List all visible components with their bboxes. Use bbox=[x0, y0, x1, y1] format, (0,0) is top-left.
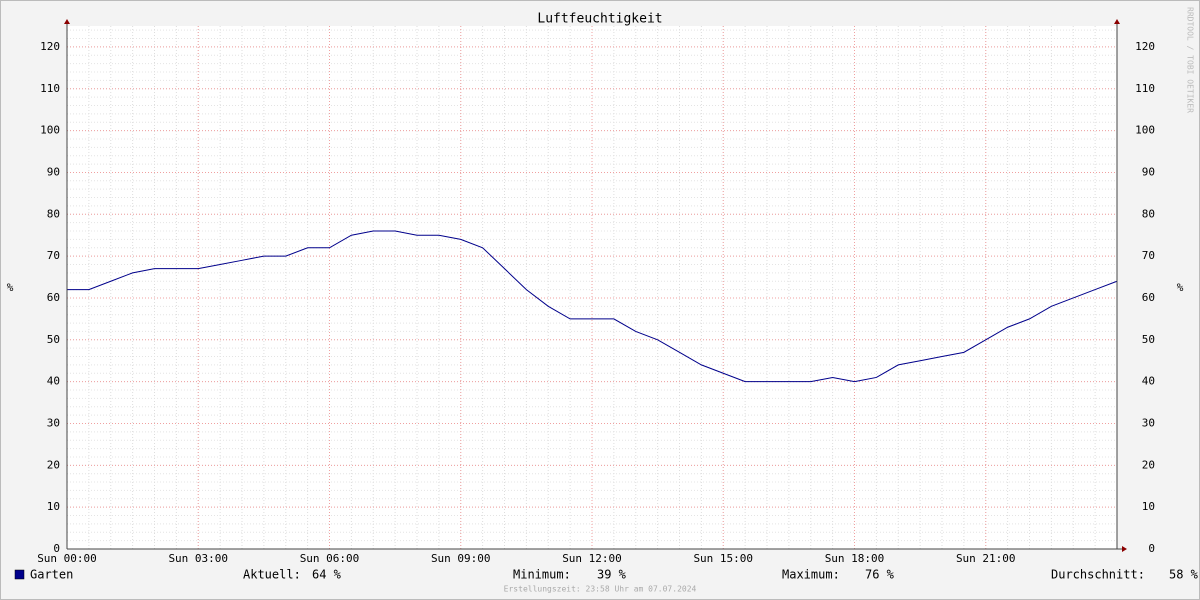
x-tick-label: Sun 03:00 bbox=[168, 552, 228, 565]
x-tick-label: Sun 00:00 bbox=[37, 552, 97, 565]
x-tick-label: Sun 06:00 bbox=[300, 552, 360, 565]
grid bbox=[66, 26, 1118, 550]
y-tick-label: 60 bbox=[47, 291, 60, 304]
x-tick-label: Sun 15:00 bbox=[693, 552, 753, 565]
y-tick-label-right: 120 bbox=[1135, 40, 1155, 53]
y-tick-label-right: 40 bbox=[1142, 375, 1155, 388]
stat-label: Aktuell: bbox=[243, 568, 301, 582]
stat-label: Durchschnitt: bbox=[1051, 568, 1145, 582]
arrow bbox=[1122, 546, 1127, 552]
y-tick-label: 110 bbox=[40, 82, 60, 95]
y-tick-label-right: 30 bbox=[1142, 416, 1155, 429]
y-tick-label-right: 60 bbox=[1142, 291, 1155, 304]
y-tick-label: 0 bbox=[53, 542, 60, 555]
y-tick-label: 90 bbox=[47, 165, 60, 178]
y-tick-label-right: 80 bbox=[1142, 207, 1155, 220]
stat-label: Minimum: bbox=[513, 568, 571, 582]
y-tick-label: 120 bbox=[40, 40, 60, 53]
stat-value: 39 % bbox=[597, 568, 627, 582]
stat-value: 64 % bbox=[312, 568, 342, 582]
y-tick-label-right: 20 bbox=[1142, 458, 1155, 471]
x-tick-label: Sun 18:00 bbox=[825, 552, 885, 565]
y-tick-label: 80 bbox=[47, 207, 60, 220]
x-tick-label: Sun 21:00 bbox=[956, 552, 1016, 565]
stat-value: 58 % bbox=[1169, 568, 1199, 582]
y-axis-label: % bbox=[7, 281, 14, 294]
chart-title: Luftfeuchtigkeit bbox=[537, 12, 662, 27]
y-tick-label: 50 bbox=[47, 333, 60, 346]
footer: Erstellungszeit: 23:58 Uhr am 07.07.2024 bbox=[504, 585, 697, 594]
stat-label: Maximum: bbox=[782, 568, 840, 582]
marks bbox=[67, 230, 1118, 383]
arrow bbox=[64, 19, 70, 24]
y-tick-label-right: 70 bbox=[1142, 249, 1155, 262]
y-tick-label-right: 0 bbox=[1148, 542, 1155, 555]
legend-entry: Garten bbox=[30, 568, 73, 582]
arrow bbox=[1114, 19, 1120, 24]
series-line bbox=[67, 230, 1118, 383]
stat-value: 76 % bbox=[865, 568, 895, 582]
x-tick-label: Sun 12:00 bbox=[562, 552, 622, 565]
y-tick-label: 20 bbox=[47, 458, 60, 471]
y-tick-label-right: 50 bbox=[1142, 333, 1155, 346]
y-tick-label: 10 bbox=[47, 500, 60, 513]
y-tick-label: 70 bbox=[47, 249, 60, 262]
y-tick-label-right: 110 bbox=[1135, 82, 1155, 95]
x-tick-label: Sun 09:00 bbox=[431, 552, 491, 565]
legend-swatch bbox=[14, 569, 25, 580]
y-tick-label: 30 bbox=[47, 416, 60, 429]
y-axis-label-right: % bbox=[1177, 281, 1184, 294]
y-tick-label: 100 bbox=[40, 124, 60, 137]
y-tick-label-right: 10 bbox=[1142, 500, 1155, 513]
watermark: RRDTOOL / TOBI OETIKER bbox=[1186, 7, 1195, 113]
y-tick-label-right: 90 bbox=[1142, 165, 1155, 178]
y-tick-label-right: 100 bbox=[1135, 124, 1155, 137]
y-tick-label: 40 bbox=[47, 375, 60, 388]
